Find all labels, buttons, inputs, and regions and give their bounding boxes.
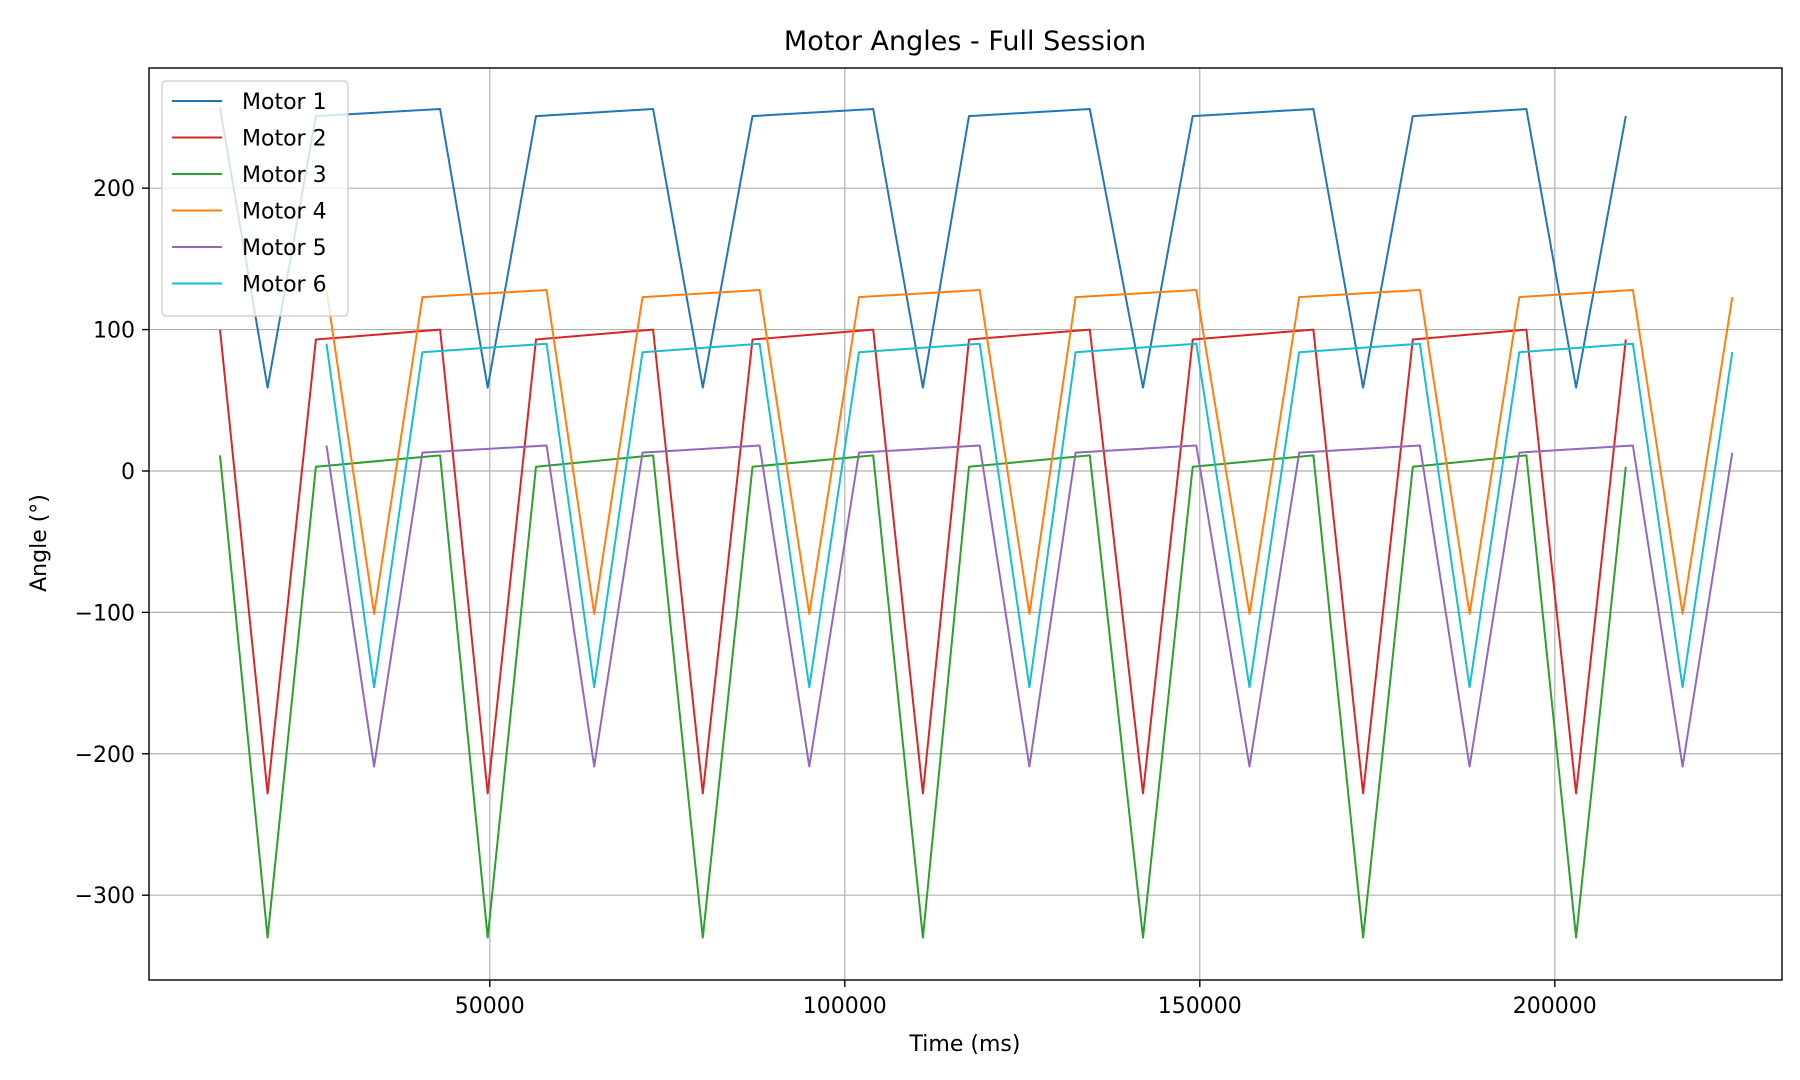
grid xyxy=(149,68,1782,980)
axes-frame xyxy=(148,67,1783,981)
series-line-motor-1 xyxy=(219,107,1627,389)
y-tick-label: −100 xyxy=(75,601,135,626)
series-line-motor-4 xyxy=(325,289,1734,615)
legend-label: Motor 5 xyxy=(242,236,327,261)
legend: Motor 1 Motor 2 Motor 3 Motor 4 Motor 5 Motor… xyxy=(161,80,349,317)
legend-label: Motor 3 xyxy=(242,163,327,188)
x-tick-label: 50000 xyxy=(455,994,525,1019)
x-tick-label: 200000 xyxy=(1513,994,1597,1019)
legend-label: Motor 4 xyxy=(242,200,327,225)
series-line-motor-6 xyxy=(325,342,1734,689)
legend-box xyxy=(161,80,349,317)
y-tick-label: 100 xyxy=(93,319,135,344)
series-line-motor-2 xyxy=(219,328,1627,795)
series-line-motor-3 xyxy=(219,454,1627,939)
series-line-motor-5 xyxy=(325,444,1734,768)
chart-title: Motor Angles - Full Session xyxy=(784,26,1146,57)
y-axis: −300 −200 −100 0 100 200 xyxy=(75,177,149,909)
y-tick-label: −200 xyxy=(75,743,135,768)
legend-label: Motor 1 xyxy=(242,90,327,115)
y-tick-label: 0 xyxy=(121,460,135,485)
x-tick-label: 100000 xyxy=(803,994,887,1019)
x-tick-label: 150000 xyxy=(1158,994,1242,1019)
x-axis-label: Time (ms) xyxy=(909,1032,1021,1057)
y-tick-label: 200 xyxy=(93,177,135,202)
plot-area xyxy=(219,107,1734,939)
y-tick-label: −300 xyxy=(75,884,135,909)
legend-label: Motor 6 xyxy=(242,273,327,298)
legend-label: Motor 2 xyxy=(242,127,327,152)
y-axis-label: Angle (°) xyxy=(27,494,52,592)
x-axis: 50000 100000 150000 200000 xyxy=(455,980,1597,1019)
